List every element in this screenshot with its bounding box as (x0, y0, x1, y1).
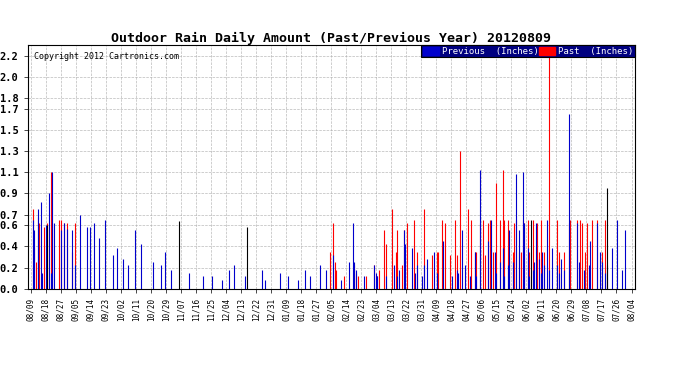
Text: Copyright 2012 Cartronics.com: Copyright 2012 Cartronics.com (34, 53, 179, 61)
Legend: Previous  (Inches), Past  (Inches): Previous (Inches), Past (Inches) (421, 45, 635, 57)
Title: Outdoor Rain Daily Amount (Past/Previous Year) 20120809: Outdoor Rain Daily Amount (Past/Previous… (111, 32, 551, 45)
